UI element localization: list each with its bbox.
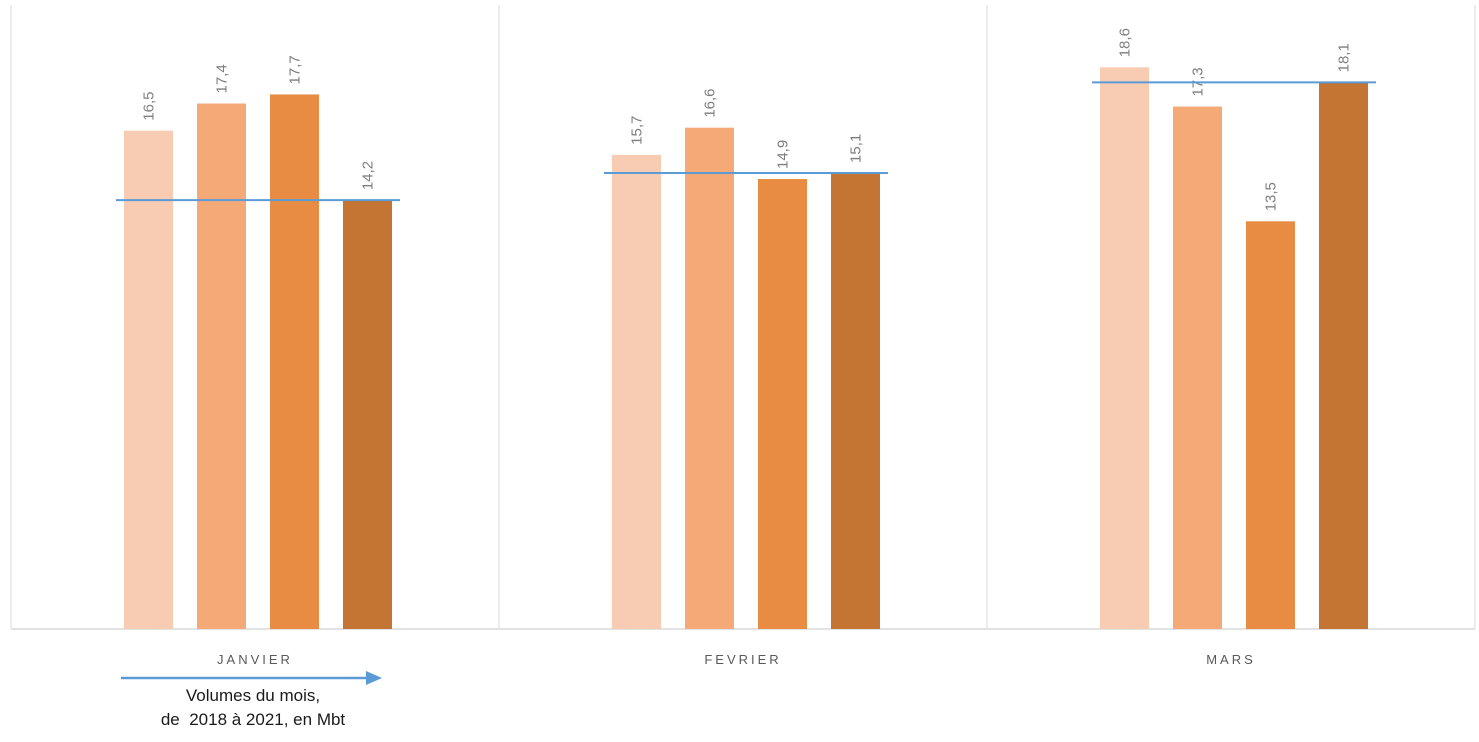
data-label: 15,7	[629, 116, 646, 145]
bar	[124, 130, 173, 629]
data-label: 17,4	[214, 64, 231, 93]
bar	[270, 94, 319, 629]
annotation-line-1: Volumes du mois,	[185, 686, 321, 705]
category-label: JANVIER	[217, 652, 293, 667]
bar	[1100, 67, 1149, 629]
bar	[758, 179, 807, 629]
bar	[197, 103, 246, 629]
bar	[831, 172, 880, 630]
annotation-text: Volumes du mois, de 2018 à 2021, en Mbt	[118, 684, 388, 732]
category-label: FEVRIER	[704, 652, 781, 667]
data-label: 18,6	[1117, 28, 1134, 57]
bar	[1173, 106, 1222, 630]
data-label: 16,6	[702, 88, 719, 117]
data-label: 16,5	[141, 91, 158, 120]
annotation-line-2: de 2018 à 2021, en Mbt	[160, 710, 346, 729]
bar	[1319, 82, 1368, 629]
bar	[343, 200, 392, 629]
data-label: 13,5	[1263, 182, 1280, 211]
bar	[612, 154, 661, 630]
bar	[1246, 221, 1295, 630]
data-label: 17,7	[287, 55, 304, 84]
data-label: 14,2	[360, 161, 377, 190]
arrow-head-icon	[366, 671, 382, 685]
data-label: 15,1	[848, 134, 865, 163]
data-label: 14,9	[775, 140, 792, 169]
category-label: MARS	[1206, 652, 1256, 667]
bar	[685, 127, 734, 630]
data-label: 18,1	[1336, 43, 1353, 72]
